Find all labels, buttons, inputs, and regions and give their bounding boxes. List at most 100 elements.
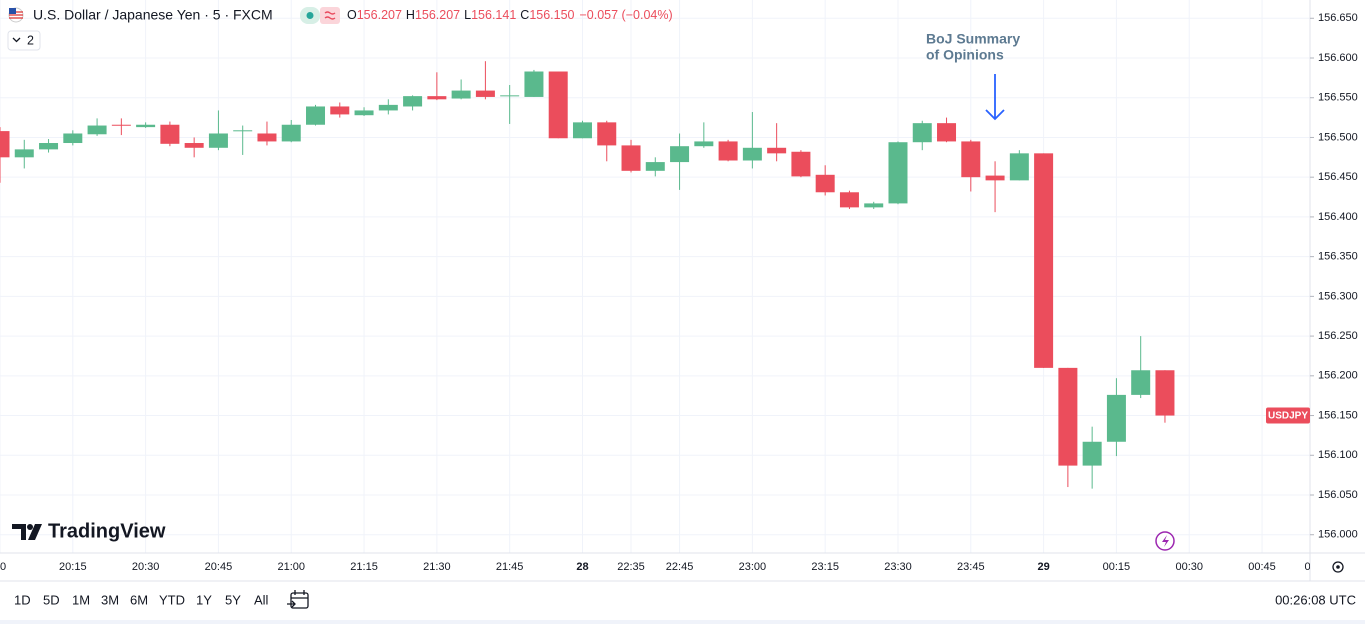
data-delay-badge[interactable]	[320, 7, 340, 24]
y-tick-label: 156.150	[1318, 409, 1358, 421]
candle-body	[354, 110, 374, 116]
range-button[interactable]: 5D	[43, 592, 60, 607]
ohlc-label: O	[347, 8, 357, 22]
candle-body	[378, 104, 398, 111]
candle-body	[136, 124, 156, 128]
candle-body	[670, 146, 690, 163]
candle-body	[208, 133, 228, 148]
x-tick-label: 21:45	[496, 561, 524, 573]
grid	[0, 0, 1310, 553]
watermark-logo	[12, 524, 42, 540]
page-footer	[0, 620, 1365, 624]
candle-body	[475, 90, 495, 97]
y-tick-label: 156.100	[1318, 449, 1358, 461]
bolt	[1162, 535, 1169, 547]
symbol-title: U.S. Dollar / Japanese Yen · 5 · FXCM	[33, 7, 273, 23]
range-button[interactable]: 5Y	[225, 592, 241, 607]
candle-body	[694, 141, 714, 147]
candles	[0, 61, 1175, 489]
ohlc-legend: O156.207 H156.207 L156.141 C156.150 −0.057 (…	[347, 8, 673, 22]
y-tick-label: 156.250	[1318, 330, 1358, 342]
y-tick-label: 156.000	[1318, 529, 1358, 541]
x-tick-label: 29	[1037, 561, 1049, 573]
candle-body	[160, 124, 180, 144]
y-tick-label: 156.400	[1318, 211, 1358, 223]
annotation-line: BoJ Summary	[926, 31, 1020, 47]
range-button[interactable]: YTD	[159, 592, 185, 607]
candle-body	[87, 125, 107, 135]
range-button[interactable]: 3M	[101, 592, 119, 607]
candle-body	[257, 133, 277, 142]
candle-body	[184, 143, 204, 148]
candle-body	[403, 96, 423, 107]
candle-body	[39, 143, 59, 150]
candle-body	[791, 151, 811, 177]
candle-body	[888, 142, 908, 204]
candle-body	[742, 147, 762, 161]
candle-body	[815, 174, 835, 193]
y-tick-label: 156.050	[1318, 489, 1358, 501]
y-tick-label: 156.450	[1318, 171, 1358, 183]
candle-body	[330, 106, 350, 115]
candle-body	[306, 106, 326, 125]
watermark: TradingView	[48, 520, 166, 542]
candle-body	[961, 141, 981, 178]
x-tick-label: 00:15	[1103, 561, 1131, 573]
x-tick-label: 28	[576, 561, 588, 573]
x-tick-label: 22:45	[666, 561, 694, 573]
candle-body	[572, 122, 592, 139]
candle-body	[718, 141, 738, 161]
annotation-line: of Opinions	[926, 47, 1004, 63]
range-button[interactable]: 6M	[130, 592, 148, 607]
date-range-button[interactable]	[287, 590, 309, 609]
x-tick-label: 23:30	[884, 561, 912, 573]
range-button[interactable]: 1Y	[196, 592, 212, 607]
x-tick-label: 20:45	[205, 561, 233, 573]
y-tick-label: 156.500	[1318, 131, 1358, 143]
annotation-arrow	[985, 74, 1005, 121]
candle-body	[645, 162, 665, 171]
candle-body	[621, 145, 641, 171]
candle-body	[233, 130, 253, 132]
x-tick-label: 00	[0, 561, 6, 573]
ohlc-label: C	[520, 8, 529, 22]
ohlc-value: 156.150	[529, 8, 574, 22]
candle-body	[111, 124, 131, 126]
x-tick-label: 23:15	[811, 561, 839, 573]
candle-body	[767, 147, 787, 154]
range-button[interactable]: All	[254, 592, 269, 607]
settings-button[interactable]	[1332, 561, 1344, 573]
x-tick-label: 20:30	[132, 561, 160, 573]
candle-body	[937, 123, 957, 142]
y-tick-label: 156.650	[1318, 12, 1358, 24]
indicator-count: 2	[27, 33, 34, 47]
candle-body	[597, 122, 617, 146]
candle-body	[63, 133, 83, 144]
symbol-tag	[1266, 407, 1310, 424]
candle-body	[427, 96, 447, 100]
candle-body	[14, 149, 34, 158]
x-tick-label: 20:15	[59, 561, 87, 573]
y-tick-label: 156.200	[1318, 370, 1358, 382]
range-buttons: 1D 5D 1M 3M 6M YTD 1Y 5Y All	[14, 592, 269, 607]
candle-body	[912, 123, 932, 143]
range-button[interactable]: 1D	[14, 592, 31, 607]
candle-body	[1009, 153, 1029, 181]
candle-body	[500, 95, 520, 97]
x-tick-label: 21:30	[423, 561, 451, 573]
indicators-toggle[interactable]	[7, 30, 41, 51]
symbol-flag	[8, 7, 24, 23]
candle-body	[548, 71, 568, 139]
y-tick-label: 156.600	[1318, 52, 1358, 64]
range-button[interactable]: 1M	[72, 592, 90, 607]
x-tick-label: 00:45	[1248, 561, 1276, 573]
ohlc-value: 156.141	[471, 8, 516, 22]
x-tick-label: 21:00	[277, 561, 305, 573]
candle-body	[1155, 370, 1175, 416]
settings-dot	[1336, 565, 1340, 569]
candle-body	[864, 203, 884, 208]
candle-body	[281, 124, 301, 142]
x-tick-label: 00	[1304, 561, 1316, 573]
ohlc-value: 156.207	[415, 8, 460, 22]
